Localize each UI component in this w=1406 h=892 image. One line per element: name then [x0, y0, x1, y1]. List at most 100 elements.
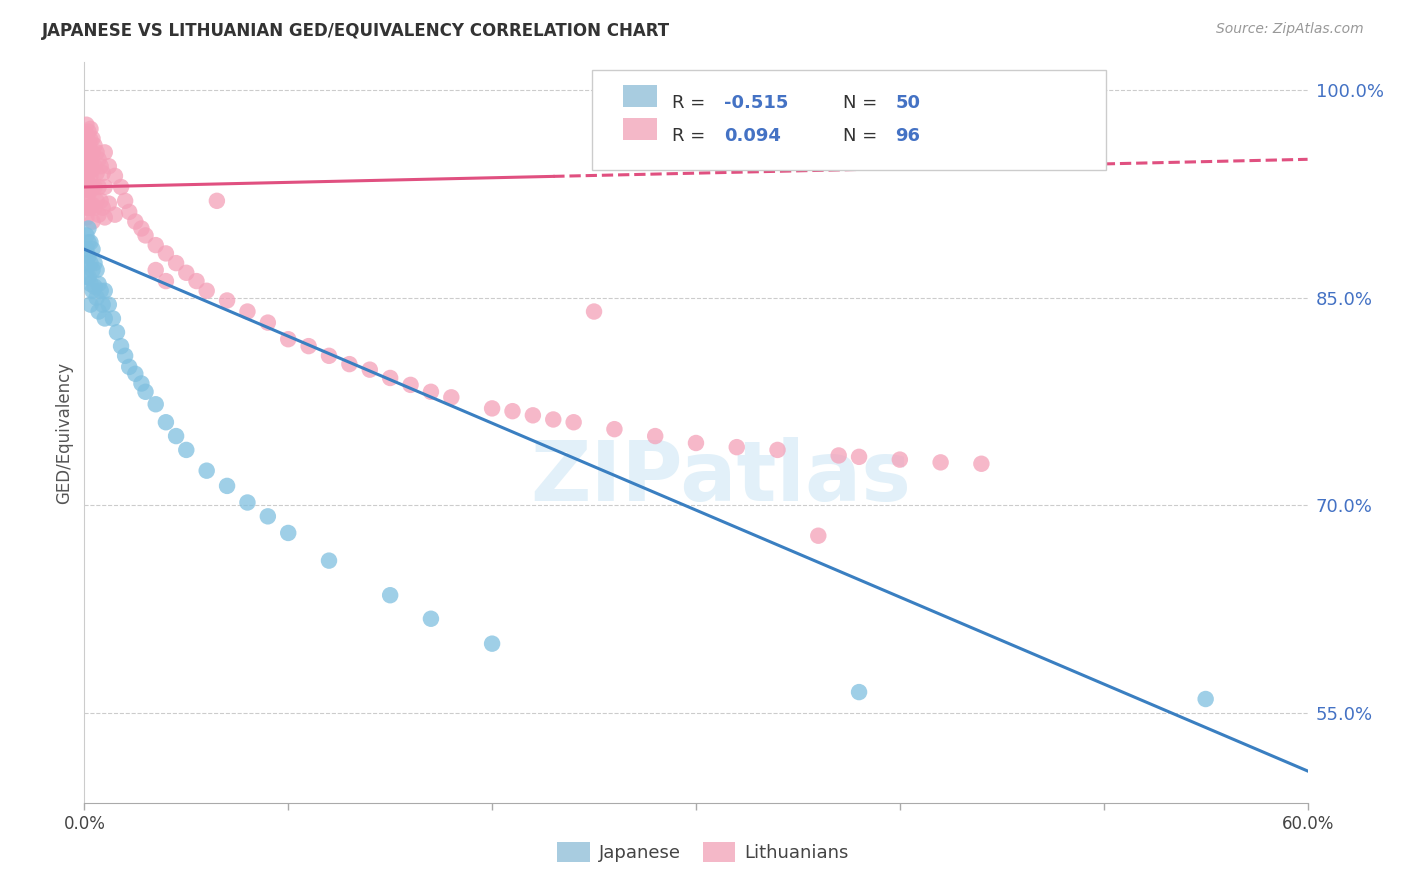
Point: [135, 384, 157, 399]
Point: [131, 221, 153, 235]
Point: [83, 159, 105, 173]
Point: [77, 166, 100, 180]
Text: ZIPatlas: ZIPatlas: [530, 436, 911, 517]
Point: [174, 266, 197, 280]
Point: [93, 311, 115, 326]
Point: [118, 205, 141, 219]
Point: [79, 133, 101, 147]
Point: [277, 332, 299, 346]
Point: [114, 349, 136, 363]
Point: [87, 153, 110, 167]
Point: [82, 263, 104, 277]
Point: [79, 144, 101, 158]
Point: [75, 191, 97, 205]
Point: [77, 134, 100, 148]
Point: [174, 442, 197, 457]
Point: [339, 357, 361, 371]
Point: [82, 242, 104, 256]
Point: [75, 173, 97, 187]
Legend: Japanese, Lithuanians: Japanese, Lithuanians: [550, 834, 856, 870]
Point: [828, 449, 851, 463]
Point: [889, 452, 911, 467]
FancyBboxPatch shape: [592, 70, 1105, 169]
Point: [217, 293, 239, 308]
Point: [83, 180, 105, 194]
Point: [257, 316, 280, 330]
Point: [165, 429, 187, 443]
Point: [420, 612, 443, 626]
Point: [145, 263, 167, 277]
Point: [195, 284, 218, 298]
Point: [124, 367, 146, 381]
Point: [380, 371, 402, 385]
Point: [318, 554, 340, 568]
Y-axis label: GED/Equivalency: GED/Equivalency: [55, 361, 73, 504]
Point: [236, 495, 259, 509]
Text: 50: 50: [896, 94, 921, 112]
Point: [86, 263, 108, 277]
Text: N =: N =: [842, 127, 883, 145]
Point: [186, 274, 208, 288]
Point: [236, 304, 259, 318]
Point: [83, 279, 105, 293]
Point: [93, 284, 115, 298]
Point: [481, 401, 503, 416]
Text: -0.515: -0.515: [724, 94, 789, 112]
Point: [583, 304, 606, 318]
Point: [77, 269, 100, 284]
Point: [603, 422, 626, 436]
Point: [929, 455, 952, 469]
Point: [277, 525, 299, 540]
Point: [75, 128, 97, 142]
Point: [97, 159, 120, 173]
Point: [75, 118, 97, 132]
Point: [970, 457, 993, 471]
Point: [83, 201, 105, 215]
Text: 0.094: 0.094: [724, 127, 780, 145]
Point: [380, 588, 402, 602]
Point: [82, 214, 104, 228]
Point: [79, 256, 101, 270]
Text: JAPANESE VS LITHUANIAN GED/EQUIVALENCY CORRELATION CHART: JAPANESE VS LITHUANIAN GED/EQUIVALENCY C…: [42, 22, 671, 40]
Point: [359, 362, 381, 376]
Point: [766, 442, 789, 457]
Point: [97, 196, 120, 211]
Text: R =: R =: [672, 94, 710, 112]
Point: [114, 194, 136, 208]
Point: [86, 194, 108, 208]
Point: [77, 186, 100, 201]
Point: [318, 349, 340, 363]
Text: R =: R =: [672, 127, 710, 145]
Point: [75, 256, 97, 270]
Point: [77, 145, 100, 160]
Point: [110, 339, 132, 353]
Point: [82, 131, 104, 145]
Point: [75, 138, 97, 153]
Point: [399, 377, 422, 392]
Point: [79, 183, 101, 197]
Point: [110, 180, 132, 194]
Point: [79, 121, 101, 136]
Point: [145, 238, 167, 252]
Point: [75, 211, 97, 225]
Point: [75, 201, 97, 215]
Text: N =: N =: [842, 94, 883, 112]
Point: [131, 376, 153, 391]
Point: [93, 180, 115, 194]
Point: [75, 183, 97, 197]
Point: [105, 326, 128, 340]
Point: [155, 246, 177, 260]
Point: [86, 166, 108, 180]
Point: [118, 359, 141, 374]
Point: [848, 685, 870, 699]
Point: [90, 159, 112, 173]
Point: [75, 269, 97, 284]
Point: [77, 155, 100, 169]
Point: [104, 208, 127, 222]
Point: [83, 138, 105, 153]
Point: [86, 145, 108, 160]
Point: [82, 161, 104, 176]
Point: [75, 242, 97, 256]
Point: [82, 180, 104, 194]
Point: [77, 249, 100, 263]
